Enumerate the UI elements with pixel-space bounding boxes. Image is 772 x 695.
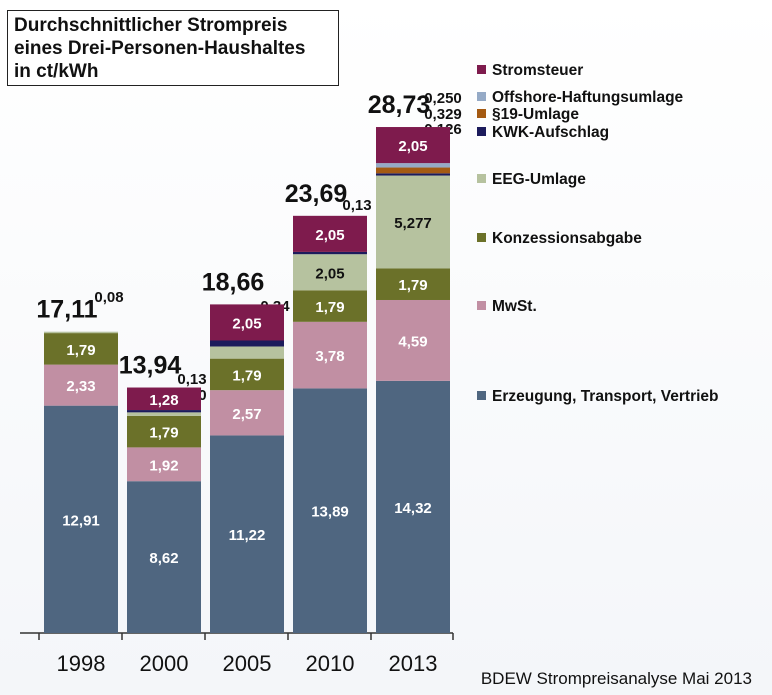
data-label: 14,32 <box>394 500 432 517</box>
data-label: 2,57 <box>232 406 261 423</box>
chart-title-line-2: eines Drei-Personen-Haushaltes <box>14 38 306 59</box>
legend-swatch <box>477 127 486 136</box>
category-label: 2010 <box>306 651 355 676</box>
bar-segment <box>376 268 450 300</box>
external-data-label: 0,329 <box>424 106 462 123</box>
data-label: 8,62 <box>149 550 178 567</box>
legend-swatch <box>477 301 486 310</box>
category-label: 2013 <box>389 651 438 676</box>
bar-segment <box>376 127 450 164</box>
legend-label: Erzeugung, Transport, Vertrieb <box>492 388 719 405</box>
bar-segment <box>210 340 284 347</box>
bar-segment <box>210 358 284 391</box>
bar-segment <box>44 364 118 406</box>
external-data-label: 0,250 <box>424 90 462 107</box>
total-label: 13,94 <box>119 352 182 380</box>
bar-segment <box>210 304 284 341</box>
bar-segment <box>127 447 201 482</box>
total-label: 17,11 <box>36 296 97 324</box>
legend-label: KWK-Aufschlag <box>492 124 609 141</box>
source-note: BDEW Strompreisanalyse Mai 2013 <box>480 669 752 688</box>
legend-label: Offshore-Haftungsumlage <box>492 89 684 106</box>
data-label: 1,79 <box>315 299 344 316</box>
data-label: 12,91 <box>62 512 100 529</box>
total-label: 28,73 <box>368 91 431 119</box>
total-label: 23,69 <box>285 180 348 208</box>
data-label: 1,79 <box>232 367 261 384</box>
data-label: 2,33 <box>66 378 95 395</box>
legend-swatch <box>477 174 486 183</box>
bar-segment <box>376 380 450 633</box>
category-label: 2000 <box>140 651 189 676</box>
data-label: 2,05 <box>232 315 261 332</box>
bar-segment <box>127 410 201 413</box>
bar-segment <box>127 412 201 416</box>
bar-segment <box>210 346 284 359</box>
bar-segment <box>293 290 367 322</box>
bar-segment <box>44 405 118 633</box>
data-label: 2,05 <box>315 227 344 244</box>
chart-title-line-3: in ct/kWh <box>14 61 99 82</box>
data-label: 11,22 <box>229 527 266 544</box>
chart-title-box: Durchschnittlicher Strompreis eines Drei… <box>7 10 339 86</box>
category-label: 2005 <box>223 651 272 676</box>
data-label: 5,277 <box>394 215 432 232</box>
bar-segment <box>127 415 201 448</box>
bar-segment <box>376 175 450 269</box>
external-data-label: 0,13 <box>177 371 206 388</box>
legend-label: MwSt. <box>492 298 537 315</box>
data-label: 2,05 <box>315 265 344 282</box>
data-label: 3,78 <box>315 348 344 365</box>
bar-segment <box>210 435 284 633</box>
data-label: 2,05 <box>398 138 427 155</box>
legend-swatch <box>477 65 486 74</box>
bar-segment <box>293 321 367 389</box>
bar-segment <box>293 388 367 633</box>
external-data-label: 0,08 <box>94 289 123 306</box>
chart-title-line-1: Durchschnittlicher Strompreis <box>14 15 288 36</box>
legend-swatch <box>477 92 486 101</box>
bar-segment <box>44 333 118 365</box>
data-label: 4,59 <box>398 333 427 350</box>
bar-segment <box>376 163 450 168</box>
legend-label: Konzessionsabgabe <box>492 230 642 247</box>
data-label: 1,79 <box>398 277 427 294</box>
bar-segment <box>127 481 201 633</box>
bar-segment <box>210 390 284 436</box>
bar-segment <box>293 251 367 255</box>
category-label: 1998 <box>57 651 106 676</box>
bar-segment <box>376 173 450 176</box>
legend-label: EEG-Umlage <box>492 171 586 188</box>
data-label: 1,79 <box>66 342 95 359</box>
data-label: 1,28 <box>149 392 178 409</box>
data-label: 13,89 <box>311 504 349 521</box>
external-data-label: 0,13 <box>342 197 371 214</box>
data-label: 1,79 <box>149 425 178 442</box>
legend-swatch <box>477 391 486 400</box>
legend-label: §19-Umlage <box>492 106 579 123</box>
bar-segment <box>376 299 450 381</box>
legend-label: Stromsteuer <box>492 62 583 79</box>
bar-segment <box>127 387 201 411</box>
bar-segment <box>293 254 367 291</box>
legend-swatch <box>477 109 486 118</box>
total-label: 18,66 <box>202 268 265 296</box>
bar-segment <box>44 331 118 334</box>
data-label: 1,92 <box>149 457 178 474</box>
bar-segment <box>293 215 367 252</box>
legend-swatch <box>477 233 486 242</box>
bar-segment <box>376 167 450 174</box>
